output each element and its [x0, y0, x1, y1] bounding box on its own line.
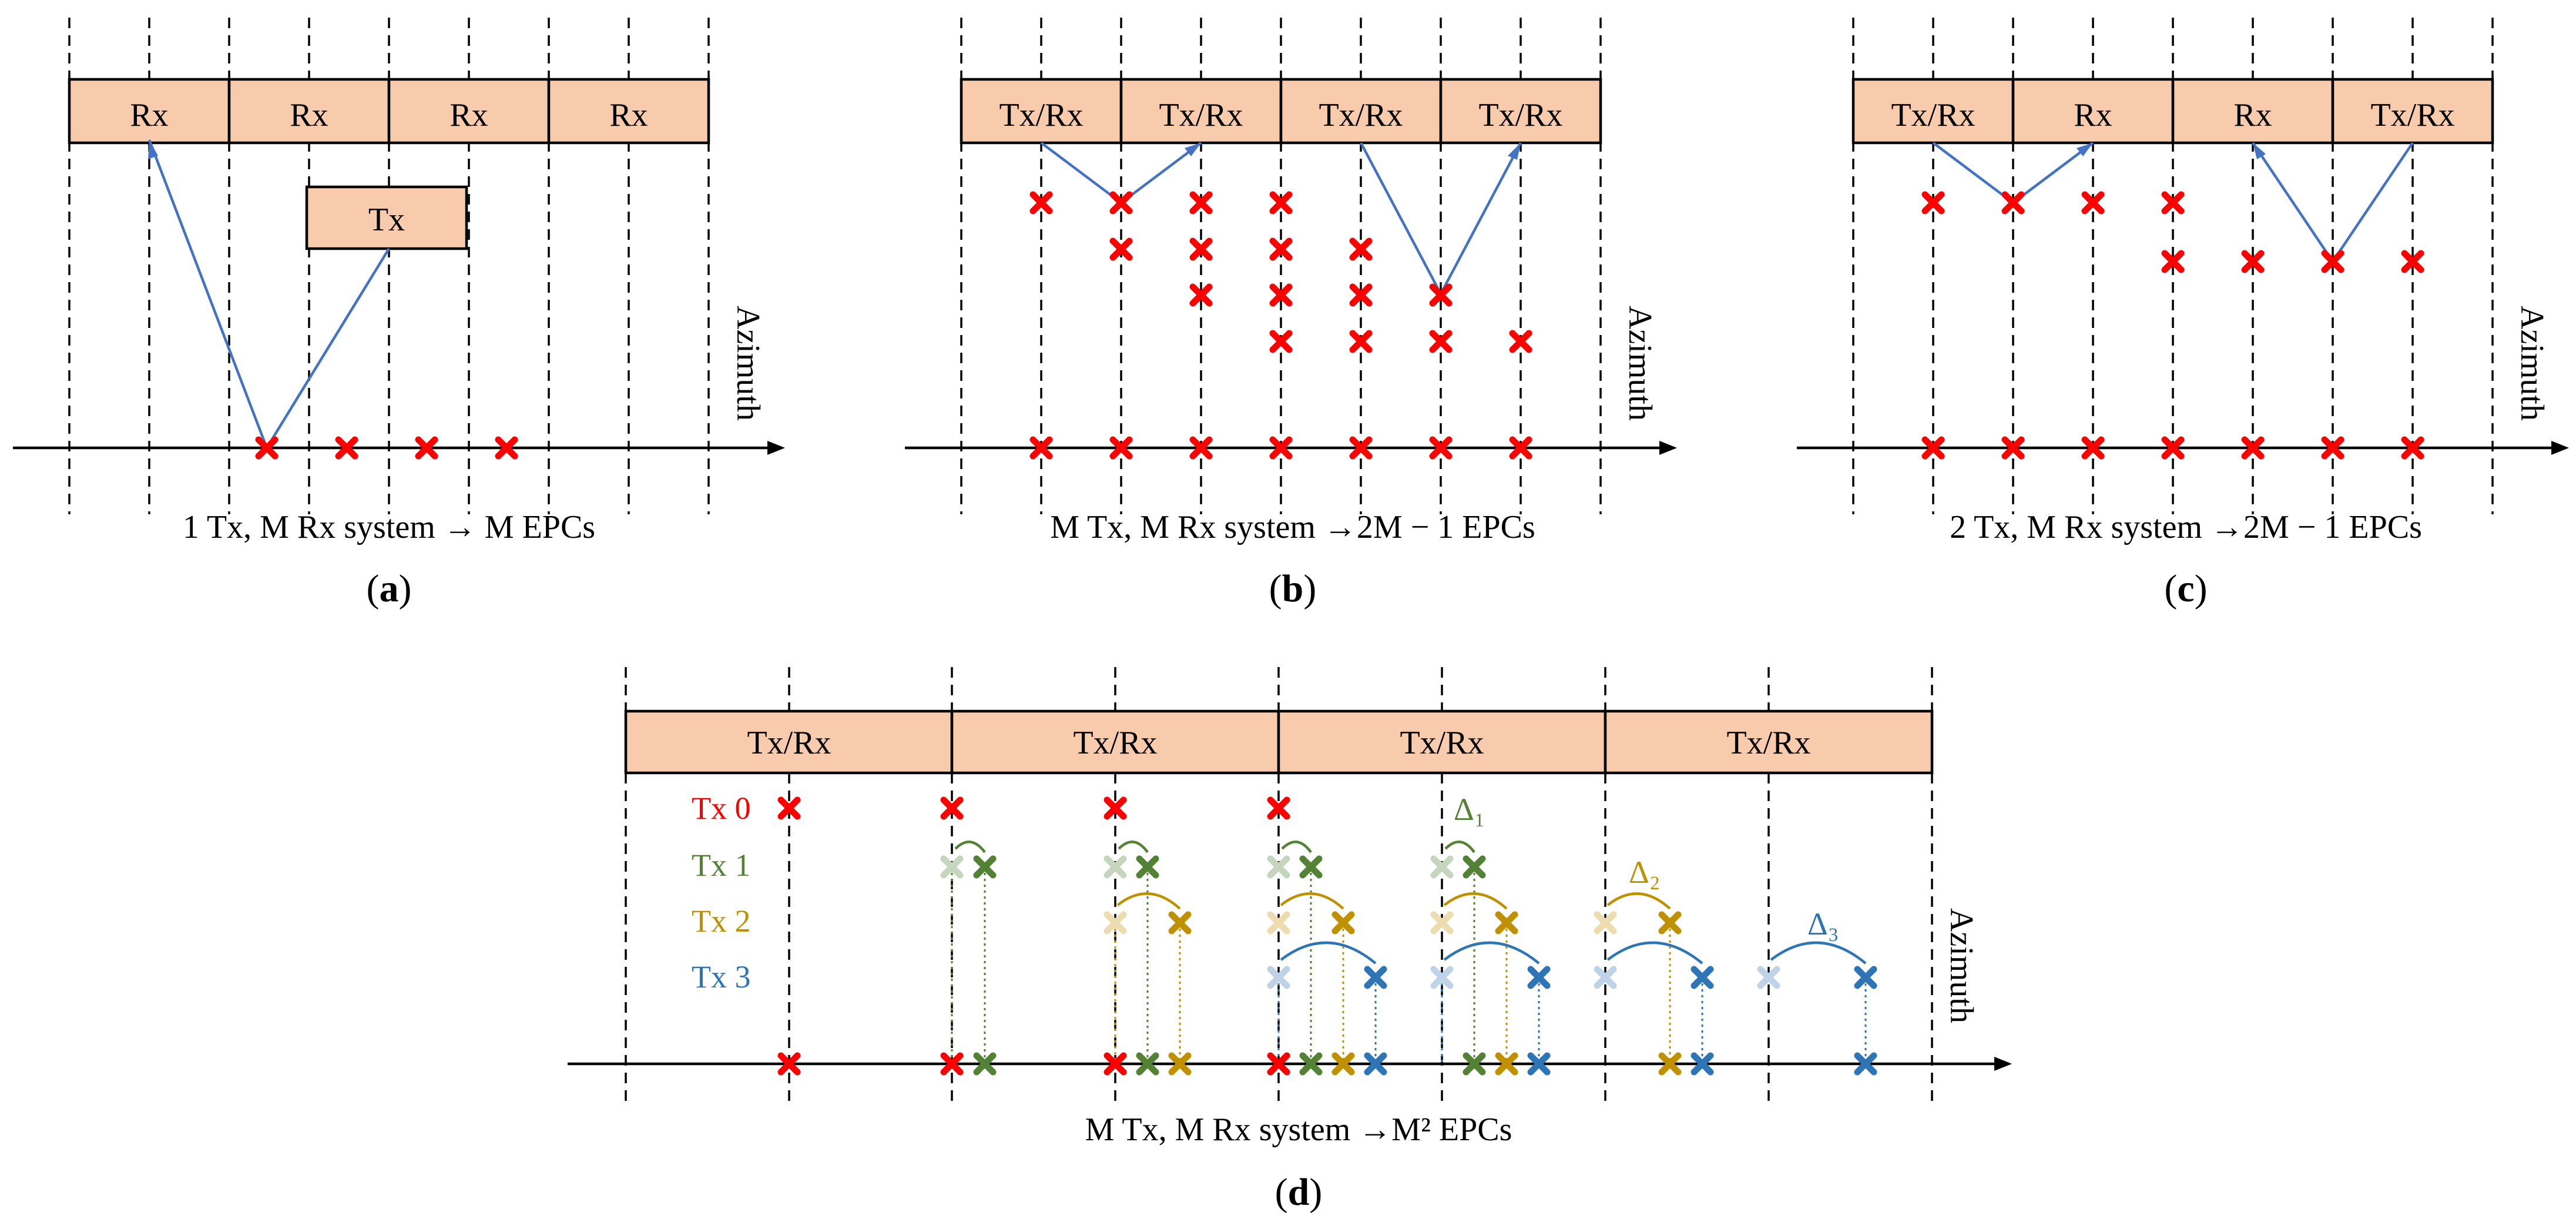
panel-a-element-4-label: Rx — [609, 97, 648, 133]
panel-c-element-3-label: Rx — [2233, 97, 2272, 133]
panel-d-epc-markers — [777, 1052, 1877, 1076]
panel-a-label: (a) — [367, 567, 412, 610]
panel-a-element-4 — [547, 78, 710, 145]
panel-d-element-4-label: Tx/Rx — [1726, 725, 1810, 761]
panel-c-label: (c) — [2164, 567, 2207, 610]
panel-c-element-4-label: Tx/Rx — [2370, 97, 2454, 133]
panel-b-virtual-elements — [1029, 191, 1532, 353]
panel-a-element-2-label: Rx — [290, 97, 328, 133]
tx2-label: Tx 2 — [692, 903, 751, 939]
panel-a-azimuth-label: Azimuth — [730, 306, 766, 421]
panel-c-epc-markers — [1921, 436, 2424, 460]
delta-3-label: Δ₃ — [1807, 906, 1839, 942]
panel-d-caption: M Tx, M Rx system →M² EPCs — [1085, 1111, 1512, 1148]
panel-d-tx1-markers — [940, 840, 1486, 879]
panel-a-epc-markers — [255, 436, 518, 460]
panel-b-epc-markers — [1029, 436, 1532, 460]
panel-b-caption: M Tx, M Rx system →2M − 1 EPCs — [1050, 509, 1535, 545]
panel-d-element-1-label: Tx/Rx — [747, 725, 831, 761]
panel-a-tx-box: Tx — [305, 185, 468, 250]
panel-a-tx-label: Tx — [368, 202, 405, 238]
panel-b: Tx/Rx Tx/Rx Tx/Rx Tx/Rx Azimuth — [905, 18, 1677, 610]
panel-c-element-2-label: Rx — [2074, 97, 2112, 133]
panel-a-element-3-label: Rx — [450, 97, 488, 133]
panel-b-label: (b) — [1269, 567, 1317, 610]
tx0-label: Tx 0 — [692, 791, 751, 826]
epc-marker — [495, 436, 518, 460]
panel-b-element-1-label: Tx/Rx — [999, 97, 1083, 133]
panel-b-element-2 — [1119, 78, 1283, 145]
panel-b-element-row: Tx/Rx Tx/Rx Tx/Rx Tx/Rx — [960, 78, 1602, 145]
panel-b-dashed-lines — [960, 18, 1602, 514]
panel-d-element-2 — [950, 709, 1280, 775]
panel-d: Tx/Rx Tx/Rx Tx/Rx Tx/Rx Tx 0 Tx 1 Tx 2 T… — [568, 667, 2012, 1214]
panel-b-element-2-label: Tx/Rx — [1159, 97, 1243, 133]
panel-b-element-4-label: Tx/Rx — [1478, 97, 1562, 133]
epc-marker — [335, 436, 358, 460]
panel-d-label: (d) — [1275, 1171, 1323, 1214]
panel-d-tx0-markers — [777, 796, 1290, 820]
panel-c-virtual-elements — [1921, 191, 2424, 273]
panel-a-element-row: Rx Rx Rx Rx — [68, 78, 710, 145]
panel-c-element-3 — [2171, 78, 2334, 145]
panel-c-azimuth-label: Azimuth — [2514, 306, 2550, 421]
panel-d-tx-labels: Tx 0 Tx 1 Tx 2 Tx 3 — [692, 791, 751, 994]
panel-a: Rx Rx Rx Rx Tx Azimuth 1 Tx, M Rx system… — [13, 18, 785, 610]
panel-d-element-2-label: Tx/Rx — [1073, 725, 1157, 761]
panel-c-element-4 — [2331, 78, 2494, 145]
panel-b-azimuth-label: Azimuth — [1622, 306, 1658, 421]
panel-d-tx2-markers — [1103, 892, 1682, 935]
panel-d-element-row: Tx/Rx Tx/Rx Tx/Rx Tx/Rx — [624, 709, 1934, 775]
panel-b-element-3-label: Tx/Rx — [1319, 97, 1403, 133]
panel-d-tx3-markers — [1267, 941, 1877, 989]
panel-d-element-1 — [624, 709, 954, 775]
panel-c-rays — [1932, 142, 2414, 263]
panel-a-rays — [147, 139, 390, 449]
panel-a-dashed-lines — [68, 18, 710, 514]
panel-d-projection-lines — [951, 867, 1867, 1064]
panel-c-element-2 — [2011, 78, 2175, 145]
panel-c: Tx/Rx Rx Rx Tx/Rx Azimuth — [1797, 18, 2569, 610]
delta-2-label: Δ₂ — [1629, 855, 1661, 890]
epc-marker — [415, 436, 438, 460]
tx1-label: Tx 1 — [692, 848, 751, 883]
panel-d-element-4 — [1604, 709, 1934, 775]
panel-b-rays — [1040, 142, 1522, 295]
panel-c-caption: 2 Tx, M Rx system →2M − 1 EPCs — [1950, 509, 2422, 545]
panel-a-element-1-label: Rx — [130, 97, 168, 133]
epc-marker — [255, 436, 279, 460]
panel-c-element-row: Tx/Rx Rx Rx Tx/Rx — [1852, 78, 2494, 145]
panel-d-azimuth-label: Azimuth — [1943, 908, 1980, 1023]
delta-1-label: Δ₁ — [1454, 792, 1485, 827]
tx3-label: Tx 3 — [692, 959, 751, 994]
panel-c-element-1-label: Tx/Rx — [1891, 97, 1975, 133]
panel-d-element-3-label: Tx/Rx — [1400, 725, 1484, 761]
panel-a-caption: 1 Tx, M Rx system → M EPCs — [183, 509, 595, 545]
